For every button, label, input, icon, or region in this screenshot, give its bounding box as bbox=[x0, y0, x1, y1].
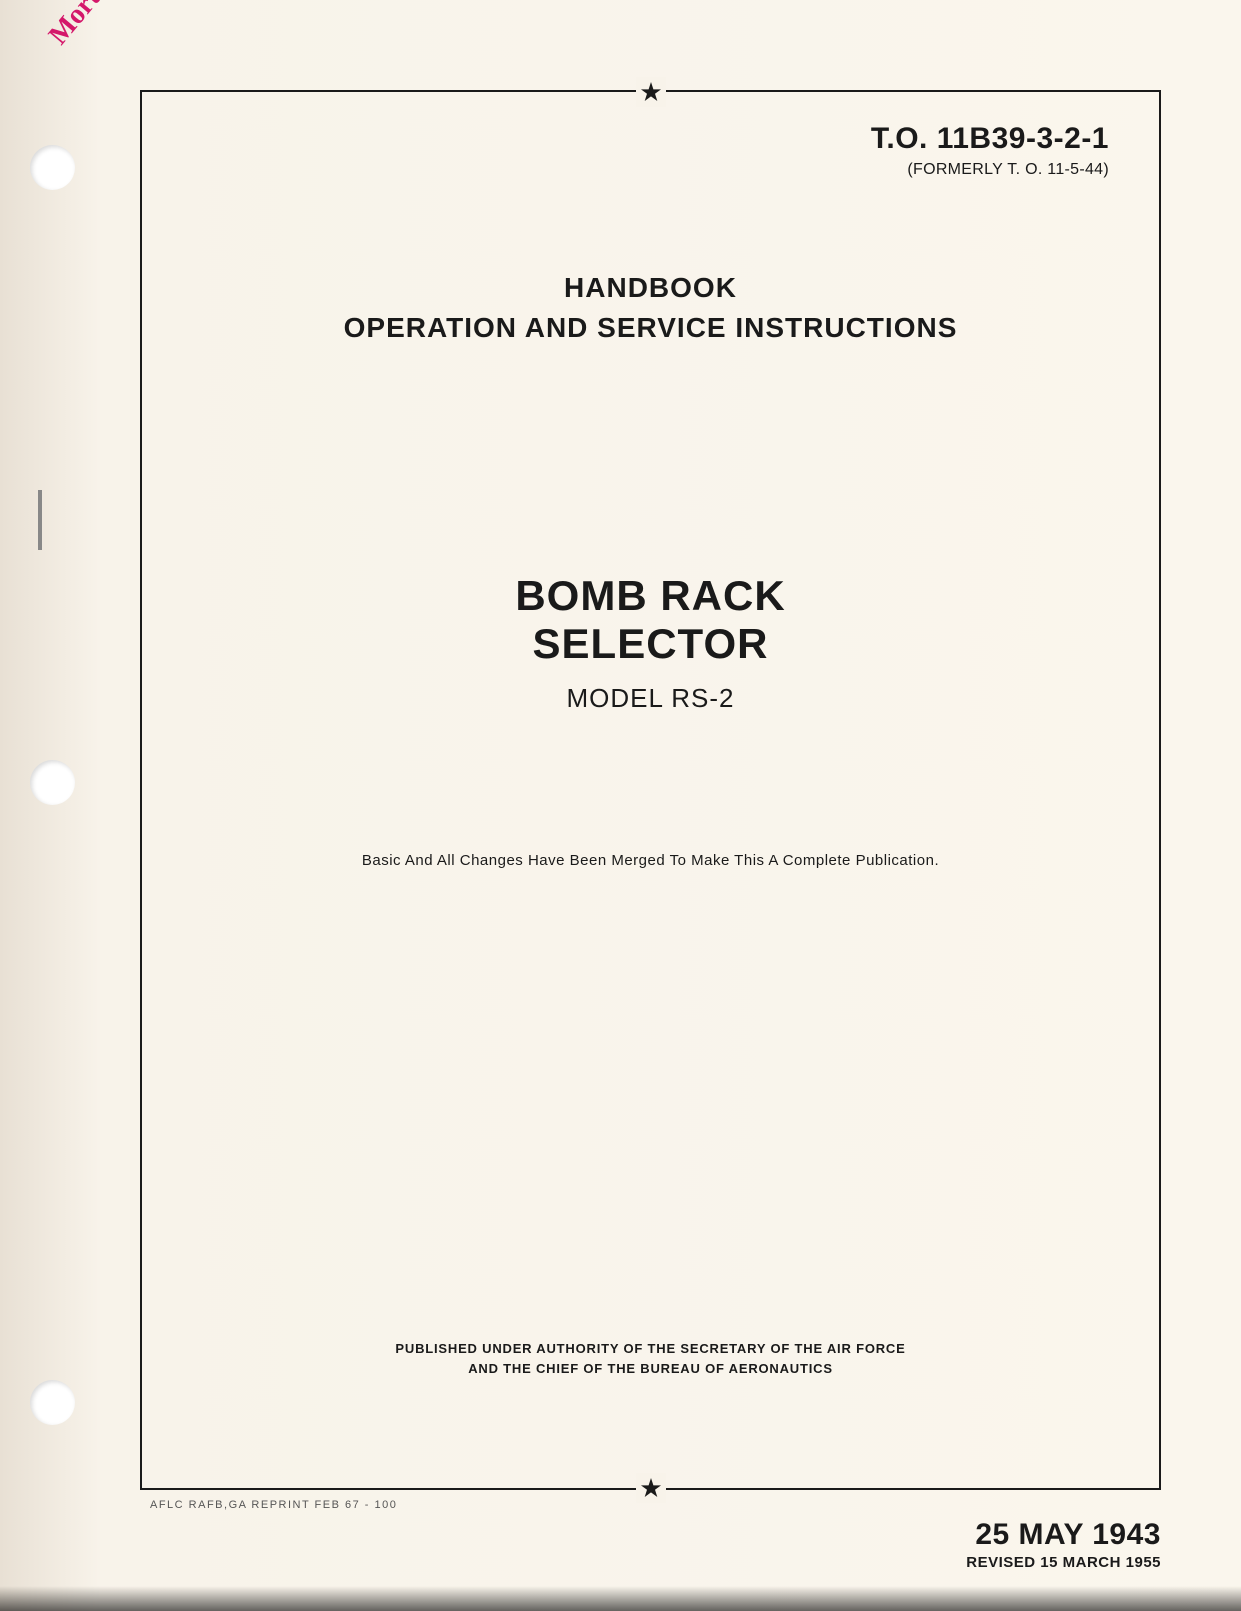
revised-date: REVISED 15 MARCH 1955 bbox=[966, 1554, 1161, 1571]
to-formerly: (FORMERLY T. O. 11-5-44) bbox=[871, 161, 1109, 179]
star-icon-bottom bbox=[636, 1473, 666, 1503]
authority-line1: PUBLISHED UNDER AUTHORITY OF THE SECRETA… bbox=[142, 1339, 1159, 1359]
technical-order-block: T.O. 11B39-3-2-1 (FORMERLY T. O. 11-5-44… bbox=[871, 122, 1109, 179]
to-label: T.O. bbox=[871, 122, 928, 155]
to-number: T.O. 11B39-3-2-1 bbox=[871, 122, 1109, 156]
main-title-line1: BOMB RACK bbox=[142, 572, 1159, 620]
hole-punch-1 bbox=[30, 145, 75, 190]
content-frame: T.O. 11B39-3-2-1 (FORMERLY T. O. 11-5-44… bbox=[140, 90, 1161, 1490]
binding-mark bbox=[38, 490, 42, 550]
model-designation: MODEL RS-2 bbox=[142, 683, 1159, 714]
authority-line2: AND THE CHIEF OF THE BUREAU OF AERONAUTI… bbox=[142, 1359, 1159, 1379]
reprint-info: AFLC RAFB,GA REPRINT FEB 67 - 100 bbox=[150, 1499, 397, 1511]
page-bottom-shadow bbox=[0, 1586, 1241, 1611]
handbook-title: HANDBOOK bbox=[142, 272, 1159, 304]
to-number-value: 11B39-3-2-1 bbox=[937, 122, 1109, 155]
merge-note: Basic And All Changes Have Been Merged T… bbox=[142, 852, 1159, 869]
authority-block: PUBLISHED UNDER AUTHORITY OF THE SECRETA… bbox=[142, 1339, 1159, 1378]
handwritten-note: Mort bbox=[43, 0, 107, 51]
handbook-subtitle: OPERATION AND SERVICE INSTRUCTIONS bbox=[142, 312, 1159, 344]
main-title-block: BOMB RACK SELECTOR MODEL RS-2 bbox=[142, 572, 1159, 714]
hole-punch-2 bbox=[30, 760, 75, 805]
star-icon-top bbox=[636, 77, 666, 107]
handbook-block: HANDBOOK OPERATION AND SERVICE INSTRUCTI… bbox=[142, 272, 1159, 344]
page-container: Mort T.O. 11B39-3-2-1 (FORMERLY T. O. 11… bbox=[0, 0, 1241, 1611]
date-block: 25 MAY 1943 REVISED 15 MARCH 1955 bbox=[966, 1518, 1161, 1571]
main-date: 25 MAY 1943 bbox=[966, 1518, 1161, 1552]
hole-punch-3 bbox=[30, 1380, 75, 1425]
main-title-line2: SELECTOR bbox=[142, 620, 1159, 668]
